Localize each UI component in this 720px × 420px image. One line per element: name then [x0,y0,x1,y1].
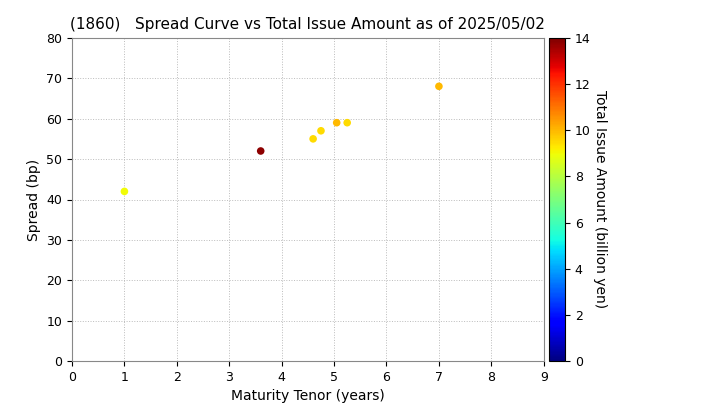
Point [119,188,130,195]
Point [307,136,319,142]
Y-axis label: Spread (bp): Spread (bp) [27,158,41,241]
Point [315,127,327,134]
Point [341,119,353,126]
Point [433,83,445,89]
Point [255,147,266,154]
X-axis label: Maturity Tenor (years): Maturity Tenor (years) [231,389,384,404]
Point [331,119,343,126]
Title: (1860)   Spread Curve vs Total Issue Amount as of 2025/05/02: (1860) Spread Curve vs Total Issue Amoun… [71,18,545,32]
Y-axis label: Total Issue Amount (billion yen): Total Issue Amount (billion yen) [593,90,608,309]
